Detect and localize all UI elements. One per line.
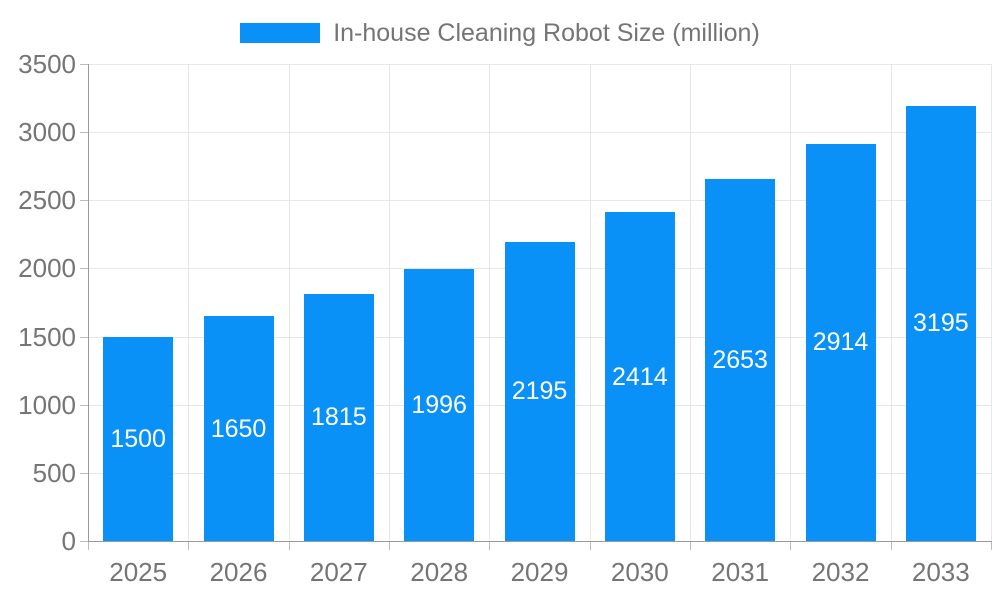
x-axis-tick-label: 2028 bbox=[410, 557, 469, 587]
bar-value-label: 2195 bbox=[511, 377, 568, 406]
y-axis-tick bbox=[80, 336, 88, 338]
x-axis-tick-label: 2033 bbox=[911, 557, 970, 587]
bar-value-label: 1996 bbox=[411, 390, 467, 419]
v-gridline bbox=[389, 64, 390, 541]
x-axis-tick bbox=[991, 542, 992, 550]
h-gridline bbox=[88, 132, 991, 134]
v-gridline bbox=[289, 64, 290, 541]
bar-value-label: 2653 bbox=[712, 346, 768, 375]
h-gridline bbox=[88, 200, 991, 202]
bar-2032[interactable]: 2914 bbox=[805, 143, 876, 541]
y-axis-tick-label: 3000 bbox=[18, 117, 76, 148]
x-axis-tick bbox=[389, 542, 390, 550]
plot-area: 1500 1650 1815 1996 2195 2414 2653 2914 3195 bbox=[88, 64, 992, 541]
y-axis-tick-label: 2000 bbox=[18, 253, 76, 284]
x-axis-tick-label: 2031 bbox=[711, 557, 770, 587]
chart-legend[interactable]: In-house Cleaning Robot Size (million) bbox=[0, 17, 1000, 49]
y-axis-tick-label: 3500 bbox=[18, 49, 76, 79]
bar-2033[interactable]: 3195 bbox=[905, 105, 976, 541]
bar-2030[interactable]: 2414 bbox=[604, 212, 675, 541]
y-axis-tick-label: 2500 bbox=[18, 185, 76, 216]
y-axis-tick bbox=[80, 268, 88, 270]
v-gridline bbox=[590, 64, 591, 541]
bar-value-label: 3195 bbox=[913, 309, 969, 338]
v-gridline bbox=[790, 64, 791, 541]
x-axis-tick bbox=[891, 542, 892, 550]
y-axis-tick bbox=[80, 472, 88, 474]
x-axis-line bbox=[88, 541, 992, 542]
v-gridline bbox=[188, 64, 189, 541]
bar-2026[interactable]: 1650 bbox=[203, 316, 274, 541]
x-axis-tick bbox=[590, 542, 591, 550]
y-axis-tick-label: 1000 bbox=[18, 389, 76, 420]
x-axis-tick bbox=[188, 542, 189, 550]
x-axis-tick bbox=[289, 542, 290, 550]
v-gridline bbox=[991, 64, 992, 541]
y-axis-line bbox=[88, 64, 89, 541]
y-axis-tick bbox=[80, 541, 88, 542]
x-axis-tick-label: 2025 bbox=[109, 557, 168, 587]
bar-value-label: 2914 bbox=[812, 328, 869, 357]
y-axis-tick bbox=[80, 64, 88, 65]
legend-label: In-house Cleaning Robot Size (million) bbox=[333, 19, 760, 47]
y-axis-tick bbox=[80, 132, 88, 134]
v-gridline bbox=[489, 64, 490, 541]
bar-2029[interactable]: 2195 bbox=[504, 241, 575, 541]
x-axis-tick-label: 2030 bbox=[610, 557, 669, 587]
y-axis-tick-label: 1500 bbox=[18, 321, 76, 352]
x-axis-tick-label: 2027 bbox=[309, 557, 368, 587]
bar-value-label: 1650 bbox=[210, 414, 267, 443]
y-axis-tick bbox=[80, 404, 88, 406]
x-axis-tick-label: 2032 bbox=[811, 557, 870, 587]
x-axis-tick bbox=[88, 542, 89, 550]
bar-value-label: 1500 bbox=[110, 424, 166, 453]
v-gridline bbox=[891, 64, 892, 541]
legend-swatch bbox=[240, 23, 321, 43]
h-gridline bbox=[88, 64, 991, 65]
bar-2027[interactable]: 1815 bbox=[303, 293, 374, 541]
x-axis-tick bbox=[489, 542, 490, 550]
bar-value-label: 2414 bbox=[612, 362, 668, 391]
x-axis-tick-label: 2029 bbox=[510, 557, 569, 587]
y-axis-tick-label: 0 bbox=[61, 526, 76, 556]
x-axis-tick-label: 2026 bbox=[209, 557, 268, 587]
bar-2025[interactable]: 1500 bbox=[103, 336, 174, 541]
bar-2028[interactable]: 1996 bbox=[404, 268, 475, 541]
bar-2031[interactable]: 2653 bbox=[705, 179, 776, 541]
v-gridline bbox=[690, 64, 691, 541]
bar-value-label: 1815 bbox=[311, 403, 367, 432]
x-axis-tick bbox=[790, 542, 791, 550]
y-axis-tick bbox=[80, 200, 88, 202]
x-axis-tick bbox=[690, 542, 691, 550]
y-axis-tick-label: 500 bbox=[32, 457, 76, 488]
